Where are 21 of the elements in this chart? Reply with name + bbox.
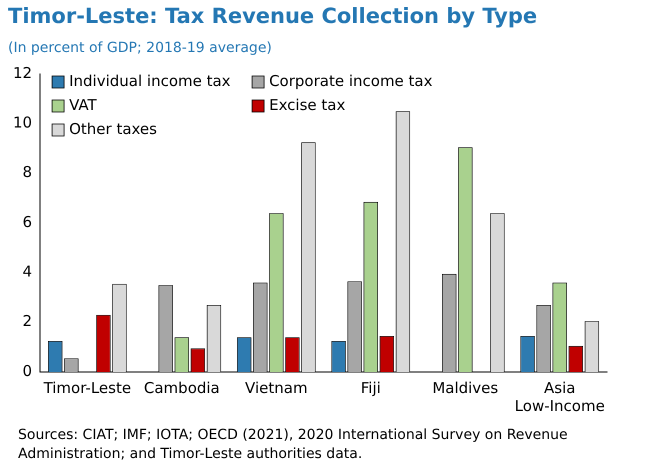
source-note: Sources: CIAT; IMF; IOTA; OECD (2021), 2020 International Survey on Revenue Administration; and Timor-Leste authorities data. bbox=[18, 426, 569, 464]
y-tick-label: 4 bbox=[22, 262, 32, 281]
x-tick-label: Cambodia bbox=[144, 378, 220, 397]
legend-label: Other taxes bbox=[69, 120, 158, 138]
y-tick-label: 12 bbox=[12, 64, 32, 82]
y-tick-label: 10 bbox=[12, 114, 32, 132]
x-tick-label: Timor-Leste bbox=[42, 378, 132, 397]
x-tick-label: Fiji bbox=[360, 378, 381, 397]
chart-title: Timor-Leste: Tax Revenue Collection by Type bbox=[8, 4, 538, 28]
y-tick-label: 0 bbox=[22, 362, 32, 380]
x-tick-label: Vietnam bbox=[245, 378, 308, 397]
x-tick-label: Maldives bbox=[432, 378, 498, 397]
legend-label: Corporate income tax bbox=[269, 72, 433, 90]
y-tick-label: 6 bbox=[22, 212, 32, 231]
chart-subtitle: (In percent of GDP; 2018-19 average) bbox=[8, 40, 272, 56]
legend-label: Excise tax bbox=[269, 96, 346, 114]
y-tick-label: 2 bbox=[22, 312, 32, 330]
legend-label: VAT bbox=[69, 96, 98, 114]
legend-label: Individual income tax bbox=[69, 72, 231, 90]
x-tick-label: Asia Low-Income bbox=[514, 378, 605, 415]
y-tick-label: 8 bbox=[22, 163, 32, 182]
